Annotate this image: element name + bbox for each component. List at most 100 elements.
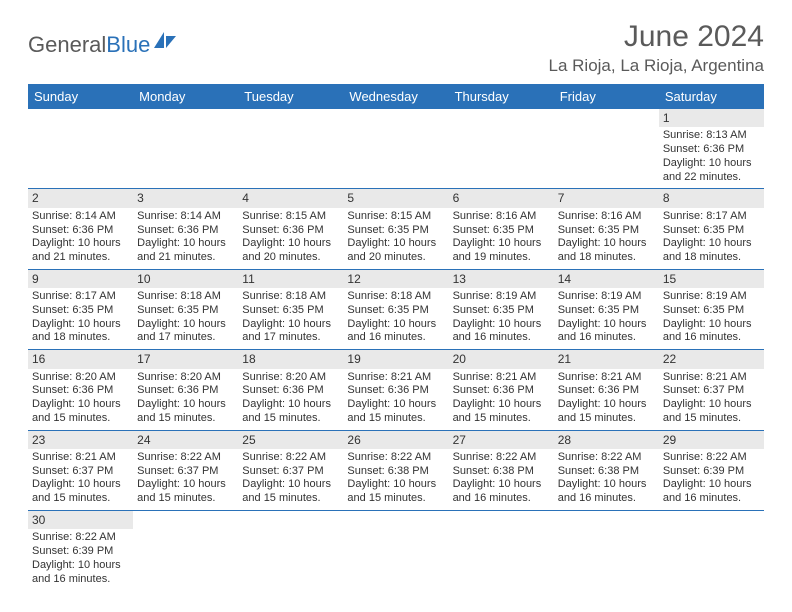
sunrise-text: Sunrise: 8:20 AM <box>32 371 129 385</box>
sunrise-text: Sunrise: 8:21 AM <box>663 371 760 385</box>
day-number: 25 <box>238 431 343 449</box>
weekday-header: Sunday <box>28 84 133 109</box>
sunrise-text: Sunrise: 8:22 AM <box>137 451 234 465</box>
calendar-cell <box>449 109 554 189</box>
calendar-cell: 6Sunrise: 8:16 AMSunset: 6:35 PMDaylight… <box>449 189 554 269</box>
calendar-cell: 24Sunrise: 8:22 AMSunset: 6:37 PMDayligh… <box>133 430 238 510</box>
calendar-cell: 21Sunrise: 8:21 AMSunset: 6:36 PMDayligh… <box>554 350 659 430</box>
daylight-text: Daylight: 10 hours and 15 minutes. <box>558 398 655 426</box>
daylight-text: Daylight: 10 hours and 20 minutes. <box>242 237 339 265</box>
daylight-text: Daylight: 10 hours and 16 minutes. <box>558 478 655 506</box>
day-details: Sunrise: 8:19 AMSunset: 6:35 PMDaylight:… <box>554 288 659 349</box>
day-number: 16 <box>28 350 133 368</box>
day-details: Sunrise: 8:20 AMSunset: 6:36 PMDaylight:… <box>133 369 238 430</box>
day-number: 5 <box>343 189 448 207</box>
calendar-row: 9Sunrise: 8:17 AMSunset: 6:35 PMDaylight… <box>28 269 764 349</box>
daylight-text: Daylight: 10 hours and 20 minutes. <box>347 237 444 265</box>
day-number: 2 <box>28 189 133 207</box>
calendar-cell: 29Sunrise: 8:22 AMSunset: 6:39 PMDayligh… <box>659 430 764 510</box>
sunset-text: Sunset: 6:35 PM <box>347 224 444 238</box>
sunrise-text: Sunrise: 8:22 AM <box>663 451 760 465</box>
day-number: 27 <box>449 431 554 449</box>
daylight-text: Daylight: 10 hours and 18 minutes. <box>663 237 760 265</box>
daylight-text: Daylight: 10 hours and 15 minutes. <box>137 478 234 506</box>
day-details: Sunrise: 8:22 AMSunset: 6:38 PMDaylight:… <box>343 449 448 510</box>
day-number: 3 <box>133 189 238 207</box>
calendar-cell: 12Sunrise: 8:18 AMSunset: 6:35 PMDayligh… <box>343 269 448 349</box>
daylight-text: Daylight: 10 hours and 15 minutes. <box>32 478 129 506</box>
day-details: Sunrise: 8:18 AMSunset: 6:35 PMDaylight:… <box>133 288 238 349</box>
day-number: 21 <box>554 350 659 368</box>
calendar-cell: 18Sunrise: 8:20 AMSunset: 6:36 PMDayligh… <box>238 350 343 430</box>
sunset-text: Sunset: 6:39 PM <box>32 545 129 559</box>
day-details: Sunrise: 8:22 AMSunset: 6:37 PMDaylight:… <box>238 449 343 510</box>
month-title: June 2024 <box>549 20 764 54</box>
calendar-cell: 11Sunrise: 8:18 AMSunset: 6:35 PMDayligh… <box>238 269 343 349</box>
sunset-text: Sunset: 6:36 PM <box>347 384 444 398</box>
daylight-text: Daylight: 10 hours and 15 minutes. <box>32 398 129 426</box>
day-number: 9 <box>28 270 133 288</box>
brand-part2: Blue <box>106 32 150 58</box>
day-number: 22 <box>659 350 764 368</box>
day-number: 17 <box>133 350 238 368</box>
sunrise-text: Sunrise: 8:20 AM <box>242 371 339 385</box>
day-details: Sunrise: 8:14 AMSunset: 6:36 PMDaylight:… <box>133 208 238 269</box>
sunrise-text: Sunrise: 8:19 AM <box>453 290 550 304</box>
calendar-cell <box>343 109 448 189</box>
sunrise-text: Sunrise: 8:22 AM <box>453 451 550 465</box>
day-details: Sunrise: 8:21 AMSunset: 6:36 PMDaylight:… <box>449 369 554 430</box>
calendar-cell: 23Sunrise: 8:21 AMSunset: 6:37 PMDayligh… <box>28 430 133 510</box>
day-details: Sunrise: 8:22 AMSunset: 6:39 PMDaylight:… <box>28 529 133 590</box>
day-details: Sunrise: 8:22 AMSunset: 6:37 PMDaylight:… <box>133 449 238 510</box>
sunrise-text: Sunrise: 8:17 AM <box>32 290 129 304</box>
sunset-text: Sunset: 6:35 PM <box>137 304 234 318</box>
day-details: Sunrise: 8:14 AMSunset: 6:36 PMDaylight:… <box>28 208 133 269</box>
day-details: Sunrise: 8:18 AMSunset: 6:35 PMDaylight:… <box>343 288 448 349</box>
calendar-cell: 22 Sunrise: 8:21 AMSunset: 6:37 PMDayligh… <box>659 350 764 430</box>
day-details: Sunrise: 8:13 AMSunset: 6:36 PMDaylight:… <box>659 127 764 188</box>
sunset-text: Sunset: 6:35 PM <box>663 224 760 238</box>
sunset-text: Sunset: 6:36 PM <box>453 384 550 398</box>
day-details: Sunrise: 8:20 AMSunset: 6:36 PMDaylight:… <box>238 369 343 430</box>
calendar-cell <box>238 109 343 189</box>
sunrise-text: Sunrise: 8:21 AM <box>347 371 444 385</box>
sunrise-text: Sunrise: 8:18 AM <box>347 290 444 304</box>
calendar-row: 2Sunrise: 8:14 AMSunset: 6:36 PMDaylight… <box>28 189 764 269</box>
sunrise-text: Sunrise: 8:22 AM <box>242 451 339 465</box>
sunrise-text: Sunrise: 8:15 AM <box>347 210 444 224</box>
weekday-header-row: Sunday Monday Tuesday Wednesday Thursday… <box>28 84 764 109</box>
calendar-cell: 26Sunrise: 8:22 AMSunset: 6:38 PMDayligh… <box>343 430 448 510</box>
day-details: Sunrise: 8:21 AMSunset: 6:36 PMDaylight:… <box>554 369 659 430</box>
day-number: 1 <box>659 109 764 127</box>
calendar-cell: 13Sunrise: 8:19 AMSunset: 6:35 PMDayligh… <box>449 269 554 349</box>
daylight-text: Daylight: 10 hours and 15 minutes. <box>453 398 550 426</box>
sunset-text: Sunset: 6:36 PM <box>137 384 234 398</box>
daylight-text: Daylight: 10 hours and 16 minutes. <box>347 318 444 346</box>
weekday-header: Friday <box>554 84 659 109</box>
sunset-text: Sunset: 6:37 PM <box>663 384 760 398</box>
day-details: Sunrise: 8:16 AMSunset: 6:35 PMDaylight:… <box>449 208 554 269</box>
sunset-text: Sunset: 6:36 PM <box>32 384 129 398</box>
daylight-text: Daylight: 10 hours and 16 minutes. <box>32 559 129 587</box>
calendar-cell: 4Sunrise: 8:15 AMSunset: 6:36 PMDaylight… <box>238 189 343 269</box>
sunrise-text: Sunrise: 8:22 AM <box>347 451 444 465</box>
day-number: 18 <box>238 350 343 368</box>
calendar-cell: 9Sunrise: 8:17 AMSunset: 6:35 PMDaylight… <box>28 269 133 349</box>
daylight-text: Daylight: 10 hours and 15 minutes. <box>242 478 339 506</box>
sunset-text: Sunset: 6:36 PM <box>137 224 234 238</box>
daylight-text: Daylight: 10 hours and 16 minutes. <box>453 478 550 506</box>
daylight-text: Daylight: 10 hours and 15 minutes. <box>663 398 760 426</box>
sunset-text: Sunset: 6:37 PM <box>137 465 234 479</box>
day-details: Sunrise: 8:17 AMSunset: 6:35 PMDaylight:… <box>28 288 133 349</box>
calendar-cell: 8Sunrise: 8:17 AMSunset: 6:35 PMDaylight… <box>659 189 764 269</box>
day-details: Sunrise: 8:21 AMSunset: 6:37 PMDaylight:… <box>28 449 133 510</box>
calendar-cell: 30Sunrise: 8:22 AMSunset: 6:39 PMDayligh… <box>28 510 133 590</box>
calendar-cell: 2Sunrise: 8:14 AMSunset: 6:36 PMDaylight… <box>28 189 133 269</box>
calendar-cell: 27Sunrise: 8:22 AMSunset: 6:38 PMDayligh… <box>449 430 554 510</box>
day-details: Sunrise: 8:22 AMSunset: 6:38 PMDaylight:… <box>449 449 554 510</box>
sunset-text: Sunset: 6:37 PM <box>242 465 339 479</box>
day-details: Sunrise: 8:18 AMSunset: 6:35 PMDaylight:… <box>238 288 343 349</box>
calendar-cell: 5 Sunrise: 8:15 AMSunset: 6:35 PMDaylight… <box>343 189 448 269</box>
weekday-header: Saturday <box>659 84 764 109</box>
day-number: 19 <box>343 350 448 368</box>
